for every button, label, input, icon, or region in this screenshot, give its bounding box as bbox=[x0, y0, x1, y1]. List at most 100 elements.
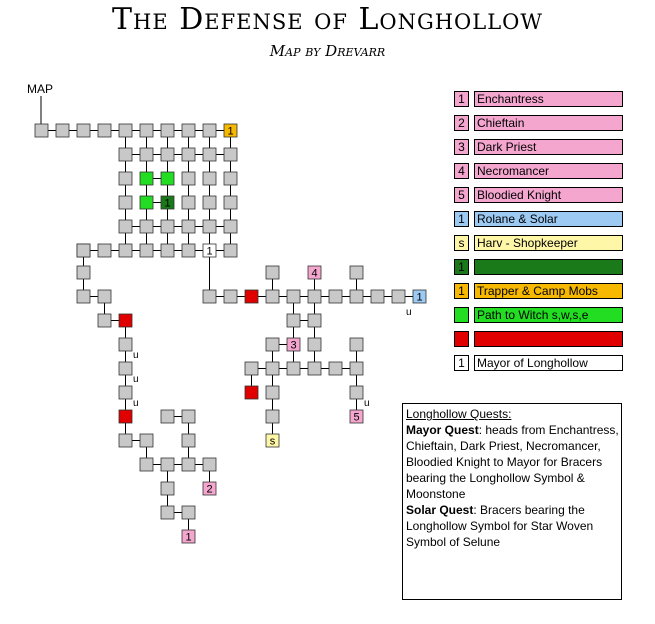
map-room-mark: 3 bbox=[290, 340, 296, 352]
map-room bbox=[244, 361, 259, 376]
legend-label: Bloodied Knight bbox=[474, 187, 623, 203]
map-room bbox=[202, 243, 217, 258]
stairs-icon: u bbox=[364, 398, 370, 409]
map-room bbox=[97, 123, 112, 138]
legend-label: Witch & Familiar bbox=[474, 259, 623, 275]
map-room bbox=[265, 337, 280, 352]
legend-swatch: 1 bbox=[454, 283, 469, 299]
stairs-icon: u bbox=[406, 307, 412, 318]
quests-heading: Longhollow Quests: bbox=[406, 407, 512, 421]
map-room bbox=[181, 409, 196, 424]
legend-label: Chieftain bbox=[474, 115, 623, 131]
map-room bbox=[118, 219, 133, 234]
map-room bbox=[286, 313, 301, 328]
map-room bbox=[139, 171, 154, 186]
map-room bbox=[265, 385, 280, 400]
map-room bbox=[181, 505, 196, 520]
mayor-quest-desc: : heads from Enchantress, Chieftain, Dar… bbox=[406, 423, 619, 501]
stairs-icon: u bbox=[133, 398, 139, 409]
map-room bbox=[139, 457, 154, 472]
map-room bbox=[181, 147, 196, 162]
map-room bbox=[349, 385, 364, 400]
map-room bbox=[307, 313, 322, 328]
map-room bbox=[223, 123, 238, 138]
map-room bbox=[181, 457, 196, 472]
solar-quest-label: Solar Quest bbox=[406, 503, 474, 517]
map-room bbox=[202, 171, 217, 186]
quests-box: Longhollow Quests: Mayor Quest: heads fr… bbox=[402, 403, 622, 600]
map-room bbox=[181, 529, 196, 544]
legend-label: Mayor of Longhollow bbox=[474, 355, 623, 371]
legend-swatch: 1 bbox=[454, 259, 469, 275]
map-room bbox=[265, 409, 280, 424]
map-room bbox=[118, 361, 133, 376]
map-room bbox=[202, 195, 217, 210]
map-room bbox=[55, 123, 70, 138]
map-room bbox=[139, 195, 154, 210]
map-room bbox=[307, 361, 322, 376]
map-room-mark: 1 bbox=[206, 246, 212, 258]
solar-quest-text: Solar Quest: Bracers bearing the Longhol… bbox=[406, 502, 621, 550]
map-room bbox=[223, 171, 238, 186]
map-room bbox=[97, 313, 112, 328]
map-room bbox=[34, 123, 49, 138]
map-room bbox=[139, 147, 154, 162]
map-room-mark: 1 bbox=[227, 126, 233, 138]
legend-label: Aggro Scouts bbox=[474, 331, 623, 347]
legend-swatch: 3 bbox=[454, 139, 469, 155]
map-room bbox=[223, 147, 238, 162]
map-room bbox=[244, 289, 259, 304]
map-title: The Defense of Longhollow bbox=[112, 2, 543, 37]
map-room bbox=[76, 265, 91, 280]
legend-swatch bbox=[454, 331, 469, 347]
map-room bbox=[265, 289, 280, 304]
map-room bbox=[139, 219, 154, 234]
legend-swatch: 1 bbox=[454, 211, 469, 227]
map-room bbox=[160, 171, 175, 186]
map-room bbox=[118, 313, 133, 328]
map-room-mark: 2 bbox=[206, 484, 212, 496]
legend-label: Path to Witch s,w,s,e bbox=[474, 307, 623, 323]
map-room bbox=[160, 457, 175, 472]
map-subtitle: Map by Drevarr bbox=[269, 42, 386, 60]
legend-swatch: 2 bbox=[454, 115, 469, 131]
legend-label: Dark Priest bbox=[474, 139, 623, 155]
map-room bbox=[181, 433, 196, 448]
mayor-quest-label: Mayor Quest bbox=[406, 423, 479, 437]
map-room-mark: s bbox=[270, 436, 276, 448]
legend-swatch bbox=[454, 307, 469, 323]
map-room bbox=[265, 433, 280, 448]
map-room bbox=[118, 123, 133, 138]
legend-label: Rolane & Solar bbox=[474, 211, 623, 227]
map-room bbox=[202, 481, 217, 496]
legend-swatch: 1 bbox=[454, 91, 469, 107]
map-room bbox=[349, 409, 364, 424]
map-room-mark: 1 bbox=[185, 532, 191, 544]
map-room bbox=[349, 289, 364, 304]
legend-swatch: 4 bbox=[454, 163, 469, 179]
legend-label: Necromancer bbox=[474, 163, 623, 179]
map-room bbox=[76, 123, 91, 138]
map-room bbox=[139, 243, 154, 258]
map-room bbox=[223, 195, 238, 210]
map-room bbox=[328, 289, 343, 304]
map-room bbox=[307, 265, 322, 280]
legend-swatch: s bbox=[454, 235, 469, 251]
map-room bbox=[181, 195, 196, 210]
map-room bbox=[223, 289, 238, 304]
legend-swatch: 5 bbox=[454, 187, 469, 203]
map-room bbox=[307, 337, 322, 352]
map-room bbox=[265, 265, 280, 280]
map-room bbox=[181, 123, 196, 138]
stairs-icon: u bbox=[133, 350, 139, 361]
map-room bbox=[244, 385, 259, 400]
map-room bbox=[286, 361, 301, 376]
map-room bbox=[139, 433, 154, 448]
map-room bbox=[181, 243, 196, 258]
map-room bbox=[160, 123, 175, 138]
map-start-label: MAP bbox=[27, 82, 54, 96]
map-room bbox=[160, 195, 175, 210]
map-room bbox=[349, 361, 364, 376]
map-room bbox=[160, 409, 175, 424]
